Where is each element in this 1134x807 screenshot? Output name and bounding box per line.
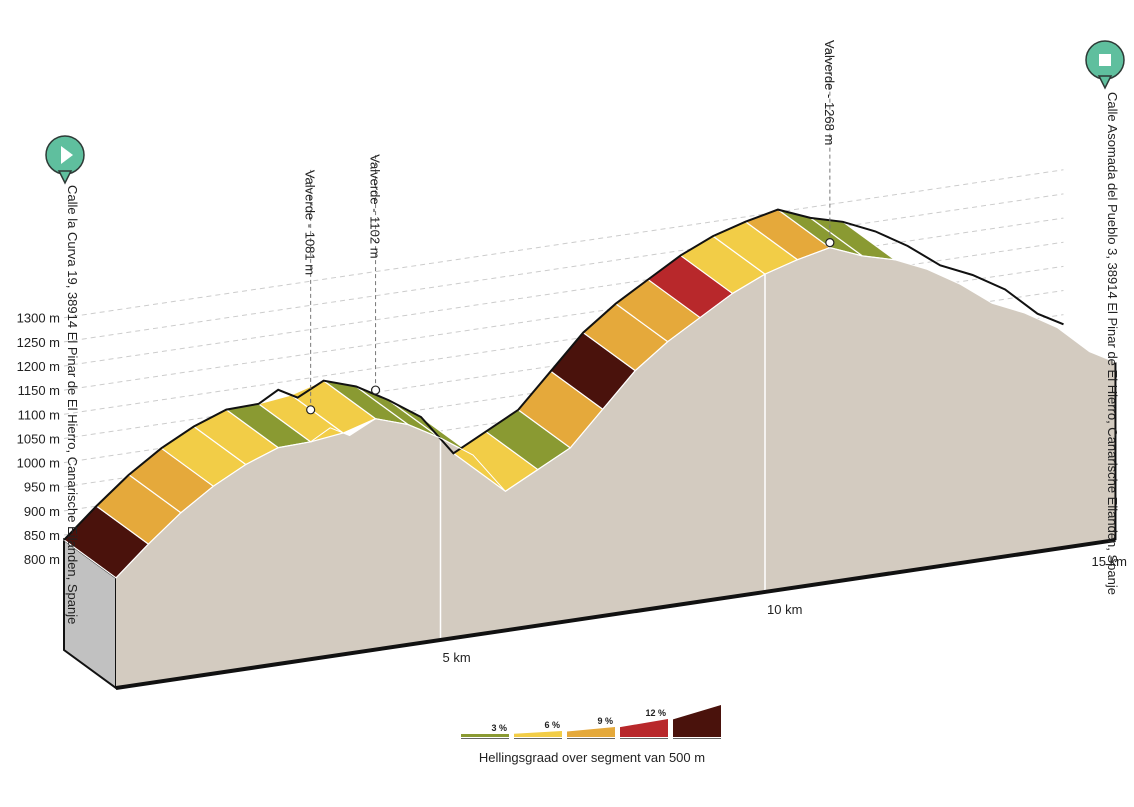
x-tick-label: 15 km [1092,554,1127,569]
grid-line [63,217,1064,367]
profile-body [63,247,1117,690]
end-pin-tip [1097,75,1113,90]
waypoint-label: Valverde - 1102 m [368,154,383,258]
end-location-label: Calle Asomada del Pueblo 3, 38914 El Pin… [1105,92,1120,595]
y-tick-label: 850 m [24,528,60,543]
waypoint-dot[interactable] [306,405,316,415]
waypoint-label: Valverde - 1081 m [303,170,318,275]
legend-swatch [514,731,562,737]
y-tick-label: 1300 m [17,311,60,326]
profile-ridge-line [63,208,1064,541]
end-marker[interactable] [1085,40,1125,90]
y-tick-label: 1000 m [17,456,60,471]
play-icon [61,146,73,164]
waypoints: Valverde - 1081 m Valverde - 1102 m Valver… [303,40,837,415]
waypoint-dot[interactable] [825,238,835,248]
legend-title: Hellingsgraad over segment van 500 m [479,750,705,765]
x-tick-label: 5 km [443,650,471,665]
y-tick-label: 950 m [24,480,60,495]
y-tick-label: 1150 m [18,383,60,398]
grid-line [63,169,1064,319]
profile-front-face [116,247,1116,688]
y-tick-label: 1100 m [18,407,60,422]
y-tick-label: 1050 m [17,431,60,446]
legend-swatch [673,705,721,737]
waypoint-label: Valverde - 1268 m [822,40,837,145]
legend: 3 % 6 % 9 % 12 % Hellingsgraad over segment … [461,705,721,765]
start-marker[interactable] [45,135,85,185]
waypoint-dot[interactable] [370,385,381,395]
legend-swatch [567,727,615,737]
y-axis-ticks: 800 m 850 m 900 m 950 m 1000 m 1050 m 1100 m 11… [17,311,60,567]
legend-label: 3 % [491,723,507,733]
stop-icon [1099,54,1111,66]
start-location-label: Calle la Curva 19, 38914 El Pinar de El … [65,185,80,624]
legend-label: 12 % [645,708,666,718]
x-tick-label: 10 km [767,602,802,617]
x-axis: 5 km 10 km 15 km [443,554,1127,665]
y-tick-label: 1200 m [17,359,60,374]
legend-swatch [461,734,509,737]
baseline [115,538,1116,690]
legend-label: 6 % [544,720,560,730]
legend-label: 9 % [597,716,613,726]
start-pin-tip [57,170,73,185]
grid-line [63,193,1064,343]
y-tick-label: 800 m [24,552,60,567]
legend-swatch [620,719,668,737]
profile-front-edge [115,247,1116,579]
y-tick-label: 900 m [24,504,60,519]
y-tick-label: 1250 m [17,335,60,350]
gradient-segments [63,208,1116,579]
